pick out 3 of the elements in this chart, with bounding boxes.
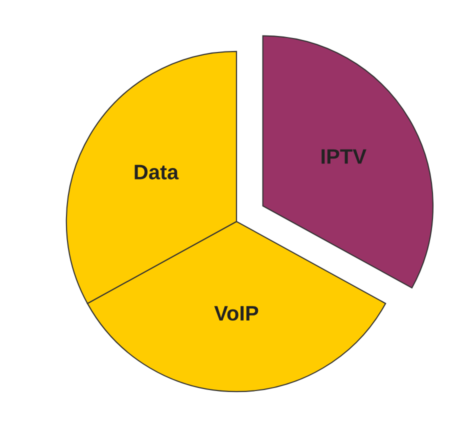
slice-label: VoIP xyxy=(214,306,258,321)
slice-label: Data xyxy=(134,164,179,180)
slice-label: IPTV xyxy=(322,149,366,164)
